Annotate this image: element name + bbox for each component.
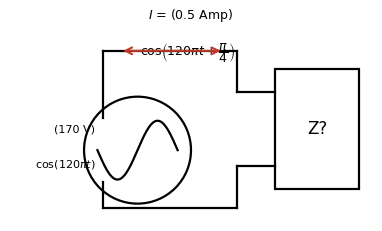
Text: cos(120$\pi$$t$): cos(120$\pi$$t$) bbox=[35, 158, 96, 170]
Bar bbox=[275, 69, 359, 189]
Text: Z?: Z? bbox=[307, 120, 327, 138]
Text: (170 V): (170 V) bbox=[55, 124, 96, 134]
Text: $I$ = (0.5 Amp): $I$ = (0.5 Amp) bbox=[148, 7, 234, 24]
Text: cos$\left(120\pi t + \dfrac{\pi}{4}\right)$: cos$\left(120\pi t + \dfrac{\pi}{4}\righ… bbox=[140, 42, 235, 65]
